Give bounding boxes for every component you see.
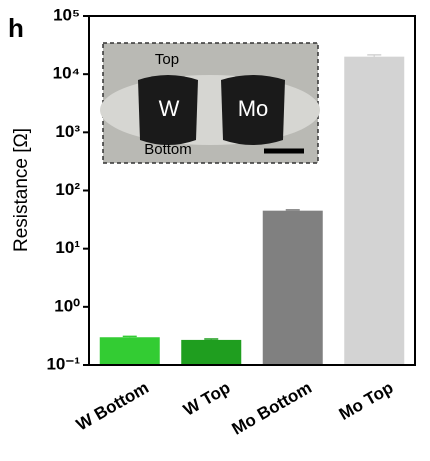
error-bar	[123, 336, 137, 337]
inset-background	[100, 75, 320, 145]
chart: h Resistance [Ω] 10⁻¹ 10⁰ 10¹ 10² 10³ 10⁴ 10⁵ W…	[0, 0, 430, 456]
panel-label: h	[8, 13, 24, 43]
inset-photo: Top W Mo Bottom	[100, 43, 320, 163]
x-tick-label: Mo Bottom	[229, 378, 315, 439]
inset-bottom-label: Bottom	[144, 141, 192, 158]
y-tick-label: 10⁵	[53, 5, 80, 24]
x-tick-label: W Bottom	[73, 378, 152, 435]
error-bar	[367, 55, 381, 57]
bar	[344, 57, 404, 365]
y-tick-label: 10³	[55, 122, 80, 141]
y-tick-label: 10⁴	[53, 64, 80, 83]
y-axis-label: Resistance [Ω]	[11, 128, 32, 252]
x-tick-label: W Top	[180, 378, 233, 420]
inset-top-label: Top	[155, 51, 179, 68]
inset-w-label: W	[159, 96, 180, 121]
y-tick-label: 10⁰	[54, 296, 80, 315]
y-tick-label: 10¹	[55, 238, 80, 257]
bar	[181, 340, 241, 365]
y-tick-label: 10⁻¹	[46, 354, 80, 373]
x-tick-label: Mo Top	[336, 378, 397, 424]
error-bar	[286, 210, 300, 211]
bar	[263, 211, 323, 365]
bar	[100, 337, 160, 365]
error-bar	[204, 339, 218, 340]
y-tick-label: 10²	[55, 180, 80, 199]
inset-mo-label: Mo	[238, 96, 269, 121]
